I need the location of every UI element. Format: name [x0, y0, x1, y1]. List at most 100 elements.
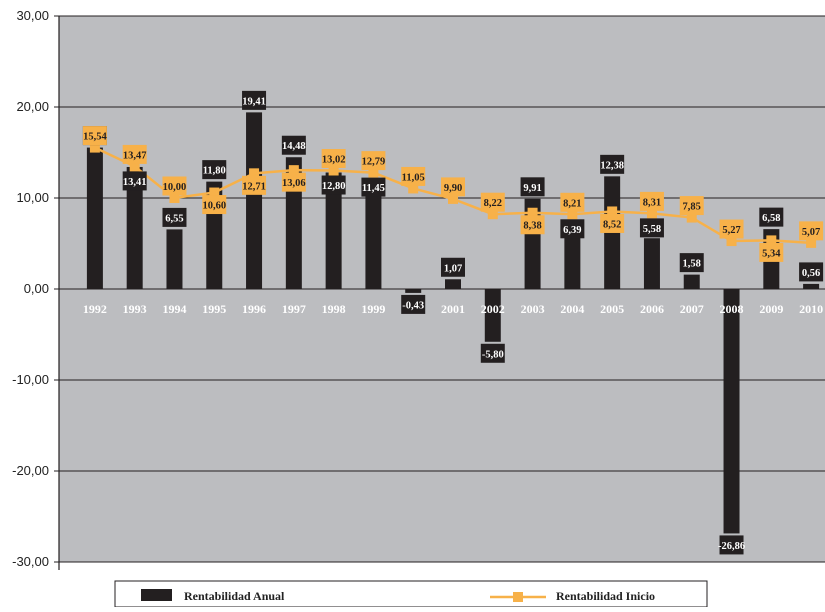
bar-data-label: 11,80: [203, 166, 226, 177]
line-data-label-box: [560, 192, 585, 212]
line-data-label: 10,00: [163, 182, 187, 193]
line-data-label: 8,38: [523, 221, 541, 232]
y-tick-label: 0,00: [24, 281, 49, 296]
bar: [484, 289, 501, 342]
line-data-label-box: [401, 166, 426, 186]
bar-data-label: -5,80: [482, 349, 504, 360]
line-data-label-box: [759, 242, 784, 262]
bar-data-label: 9,91: [523, 183, 541, 194]
legend-box: [114, 580, 708, 608]
x-tick-label: 1993: [123, 302, 147, 316]
y-tick-label: -30,00: [12, 554, 49, 569]
line-data-label: 12,79: [362, 157, 386, 168]
legend-label-line: Rentabilidad Inicio: [556, 589, 655, 603]
line-marker: [806, 237, 817, 248]
bar-data-label-box: [759, 207, 784, 227]
line-data-label: 5,34: [762, 248, 781, 259]
line-data-label: 10,60: [202, 201, 226, 212]
bar-data-label: 14,48: [282, 141, 306, 152]
bar-data-label-box: [122, 171, 147, 191]
bar-data-label: -26,86: [718, 541, 745, 552]
bar-data-label-box: [520, 177, 545, 197]
line-marker: [288, 165, 299, 176]
line-marker: [726, 236, 737, 247]
bar: [405, 289, 422, 293]
bar-data-label: 1,07: [444, 263, 462, 274]
x-tick-label: 1995: [202, 302, 226, 316]
bar-data-label-box: [441, 257, 465, 277]
y-tick-label: 30,00: [16, 8, 49, 23]
bar-data-label: 12,38: [600, 160, 624, 171]
line-marker: [368, 167, 379, 178]
line-data-label: 7,85: [683, 202, 701, 213]
x-tick-label: 2003: [521, 302, 545, 316]
line-data-label: 8,52: [603, 219, 621, 230]
bar: [365, 184, 382, 289]
bar-data-label: 19,41: [242, 96, 266, 107]
bar: [643, 238, 660, 289]
x-tick-label: 1997: [282, 302, 306, 316]
line-data-label-box: [321, 149, 346, 169]
line-marker: [646, 208, 657, 219]
legend: Rentabilidad Anual Rentabilidad Inicio: [114, 580, 708, 608]
line-data-label-box: [441, 177, 465, 197]
bar-data-label-box: [799, 262, 824, 282]
legend-swatch-marker: [513, 592, 523, 602]
line-marker: [209, 187, 220, 198]
line-marker: [567, 209, 578, 220]
line-data-label-box: [719, 219, 744, 239]
line-data-label: 12,71: [242, 181, 266, 192]
x-tick-label: 2006: [640, 302, 664, 316]
bar-data-label: 6,39: [563, 225, 581, 236]
line-marker: [448, 193, 458, 204]
y-tick-label: -20,00: [12, 463, 49, 478]
line-data-label-box: [202, 195, 227, 215]
y-tick-label: 20,00: [16, 99, 49, 114]
bar-data-label: 12,80: [322, 181, 346, 192]
line-data-label-box: [281, 172, 306, 192]
x-tick-label: 1999: [361, 302, 385, 316]
legend-label-bar: Rentabilidad Anual: [184, 589, 285, 603]
x-tick-label: 1992: [83, 302, 107, 316]
bar-data-label-box: [162, 207, 187, 227]
x-tick-label: 2004: [560, 302, 584, 316]
bar-data-label: -0,43: [402, 300, 424, 311]
bar-data-label: 11,45: [362, 183, 385, 194]
line-marker: [328, 165, 339, 176]
line-data-label-box: [82, 126, 107, 146]
x-tick-label: 2009: [759, 302, 783, 316]
bars: [86, 112, 820, 534]
bar: [445, 279, 461, 289]
legend-swatch-bar: [141, 589, 172, 601]
bar-data-label-box: [361, 177, 386, 197]
bar: [246, 112, 263, 289]
line-marker: [607, 206, 618, 217]
bar: [723, 289, 740, 534]
line-data-label-box: [242, 175, 267, 195]
bar: [126, 166, 143, 289]
bar-data-label-box: [600, 154, 625, 174]
line-marker: [487, 209, 498, 220]
line-data-label: 13,47: [123, 150, 147, 161]
line-marker: [129, 161, 140, 172]
bar-data-label-box: [202, 160, 227, 180]
bar: [325, 172, 342, 289]
line-data-label-box: [361, 151, 386, 171]
line-marker: [686, 212, 697, 223]
bar-data-label: 6,58: [762, 213, 780, 224]
line-data-label: 11,05: [402, 172, 425, 183]
bar-data-label: 6,55: [165, 213, 183, 224]
x-tick-label: 2005: [600, 302, 624, 316]
y-tick-label: -10,00: [12, 372, 49, 387]
line-marker: [249, 168, 260, 179]
line-data-label: 5,27: [722, 225, 740, 236]
line-data-label-box: [520, 215, 545, 235]
x-tick-label: 2001: [441, 302, 465, 316]
line-marker: [408, 183, 419, 194]
y-tick-label: 10,00: [16, 190, 49, 205]
data-labels: 15,54 13,41 6,55 11,80 19,41 14,48 12,80 11,45 -…: [82, 90, 824, 555]
line-data-label: 8,21: [563, 198, 581, 209]
x-tick-label: 2008: [720, 302, 744, 316]
line-data-label-box: [162, 176, 187, 196]
